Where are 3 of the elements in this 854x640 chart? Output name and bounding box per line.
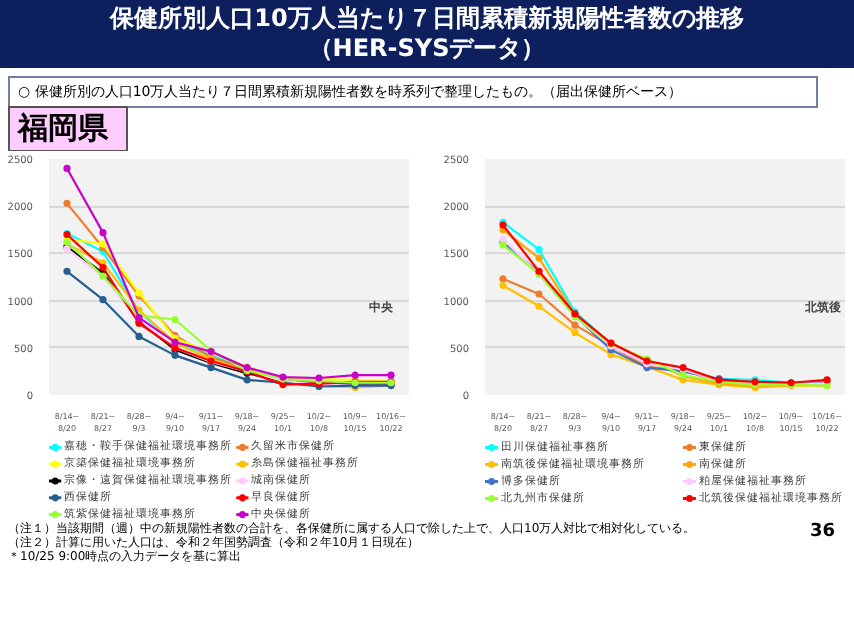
text: 福岡県	[8, 106, 128, 152]
chart-title: 保健所別人口10万人当たり７日間累積新規陽性者数の推移（HER-SYSデータ）	[107, 2, 746, 64]
text: 36	[810, 522, 836, 542]
